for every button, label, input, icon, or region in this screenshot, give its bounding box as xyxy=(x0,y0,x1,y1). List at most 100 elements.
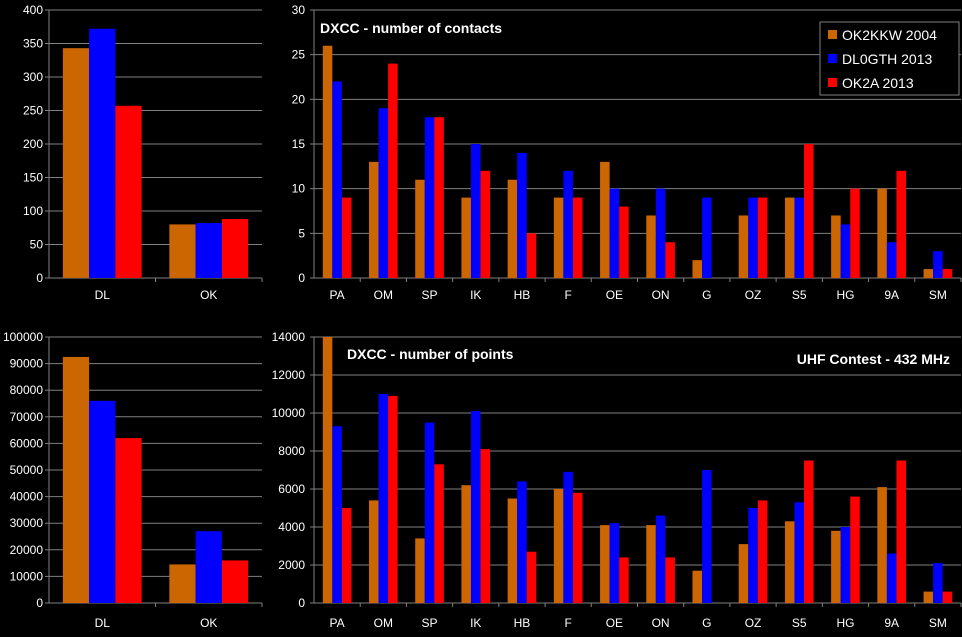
bar-dl0gth-ok xyxy=(195,531,222,603)
bar-ok2a-hb xyxy=(526,551,537,603)
y-tick-label: 2000 xyxy=(278,558,305,572)
bar-ok2a-hb xyxy=(526,233,537,278)
bar-ok2a-ik xyxy=(480,170,491,278)
bar-ok2a-9a xyxy=(896,460,907,603)
x-tick-label: IK xyxy=(470,288,481,302)
bar-dl0gth-om xyxy=(378,394,389,603)
bar-dl0gth-g xyxy=(702,470,712,603)
bar-ok2a-oz xyxy=(757,197,768,278)
bar-ok2kkw-oz xyxy=(738,544,749,603)
bar-ok2a-oe xyxy=(619,206,629,278)
bar-ok2kkw-pa xyxy=(322,45,333,278)
y-tick-label: 6000 xyxy=(278,482,305,496)
y-tick-label: 70000 xyxy=(10,410,44,424)
bar-ok2kkw-9a xyxy=(877,487,887,603)
bar-dl0gth-sm xyxy=(933,251,943,278)
bar-ok2a-oe xyxy=(619,557,629,603)
y-tick-label: 12000 xyxy=(272,368,306,382)
y-tick-label: 20000 xyxy=(10,543,44,557)
bar-ok2kkw-dl xyxy=(62,48,90,278)
y-tick-label: 10000 xyxy=(272,406,306,420)
bar-dl0gth-ok xyxy=(195,223,222,278)
y-tick-label: 8000 xyxy=(278,444,305,458)
x-tick-label: OM xyxy=(374,616,393,630)
bar-ok2a-om xyxy=(388,395,398,603)
x-tick-label: SM xyxy=(929,288,947,302)
y-tick-label: 150 xyxy=(23,171,43,185)
bar-ok2a-om xyxy=(388,63,398,278)
bar-ok2kkw-oz xyxy=(738,215,749,278)
bar-ok2a-s5 xyxy=(804,460,814,603)
y-tick-label: 0 xyxy=(298,271,305,285)
x-tick-label: OK xyxy=(200,616,217,630)
bar-ok2kkw-f xyxy=(553,489,564,603)
bar-ok2a-on xyxy=(665,557,675,603)
bar-ok2a-sm xyxy=(942,591,953,603)
y-tick-label: 15 xyxy=(292,137,306,151)
y-tick-label: 90000 xyxy=(10,357,44,371)
bar-ok2a-sp xyxy=(434,464,444,603)
y-tick-label: 200 xyxy=(23,137,43,151)
bar-dl0gth-g xyxy=(702,197,712,278)
x-tick-label: DL xyxy=(95,288,111,302)
y-tick-label: 350 xyxy=(23,37,43,51)
x-tick-label: HB xyxy=(514,288,531,302)
bar-dl0gth-on xyxy=(655,515,666,603)
bar-ok2kkw-s5 xyxy=(784,521,795,603)
bar-dl0gth-hg xyxy=(840,224,851,278)
bar-dl0gth-s5 xyxy=(794,197,805,278)
bar-dl0gth-oz xyxy=(748,508,758,603)
x-tick-label: OK xyxy=(200,288,217,302)
bar-ok2a-pa xyxy=(341,197,352,278)
x-tick-label: G xyxy=(702,616,711,630)
bar-ok2a-dl xyxy=(115,438,142,603)
bar-ok2a-9a xyxy=(896,170,907,278)
bar-ok2kkw-hg xyxy=(831,530,841,603)
bar-ok2kkw-hg xyxy=(831,215,841,278)
bar-dl0gth-pa xyxy=(332,426,342,603)
y-tick-label: 25 xyxy=(292,48,306,62)
bar-ok2a-oz xyxy=(757,500,768,603)
bar-dl0gth-sp xyxy=(424,117,435,278)
bar-dl0gth-oz xyxy=(748,197,758,278)
y-tick-label: 40000 xyxy=(10,490,44,504)
y-tick-label: 300 xyxy=(23,70,43,84)
bar-dl0gth-ik xyxy=(470,411,481,603)
legend: OK2KKW 2004 DL0GTH 2013 OK2A 2013 xyxy=(819,21,960,96)
bar-dl0gth-f xyxy=(563,170,573,278)
y-tick-label: 14000 xyxy=(272,330,306,344)
bar-ok2a-hg xyxy=(850,188,860,278)
bar-ok2a-on xyxy=(665,242,675,278)
x-tick-label: HB xyxy=(514,616,531,630)
bar-dl0gth-oe xyxy=(609,523,620,603)
bar-ok2kkw-sp xyxy=(415,538,425,603)
bar-ok2kkw-hb xyxy=(507,179,518,278)
bar-dl0gth-oe xyxy=(609,188,620,278)
bar-dl0gth-9a xyxy=(886,553,897,603)
chart-points-dxcc: 0 2000 4000 6000 8000 10000 12000 14000 PA OM SP IK… xyxy=(272,330,962,630)
x-tick-label: HG xyxy=(836,616,854,630)
y-tick-label: 100 xyxy=(23,204,43,218)
legend-label-ok2a: OK2A 2013 xyxy=(842,75,914,91)
bar-dl0gth-on xyxy=(655,188,666,278)
x-tick-label: PA xyxy=(330,616,345,630)
bar-dl0gth-sm xyxy=(933,563,943,603)
chart-points-by-country: 0 10000 20000 30000 40000 50000 60000 70000 8000… xyxy=(3,330,263,630)
bar-ok2kkw-sp xyxy=(415,179,425,278)
y-tick-label: 0 xyxy=(298,596,305,610)
bar-ok2kkw-sm xyxy=(923,269,934,278)
x-tick-label: ON xyxy=(652,616,670,630)
y-tick-label: 30 xyxy=(292,3,306,17)
y-tick-label: 50 xyxy=(30,238,44,252)
y-tick-label: 100000 xyxy=(3,330,43,344)
bar-dl0gth-hb xyxy=(517,481,527,603)
legend-box xyxy=(819,21,960,96)
bar-dl0gth-hb xyxy=(517,152,527,278)
y-tick-label: 250 xyxy=(23,104,43,118)
bar-ok2kkw-ik xyxy=(461,485,471,603)
x-tick-label: HG xyxy=(836,288,854,302)
bar-ok2a-ok xyxy=(221,560,249,603)
x-tick-label: ON xyxy=(652,288,670,302)
x-tick-label: S5 xyxy=(792,288,807,302)
y-tick-label: 0 xyxy=(36,596,43,610)
